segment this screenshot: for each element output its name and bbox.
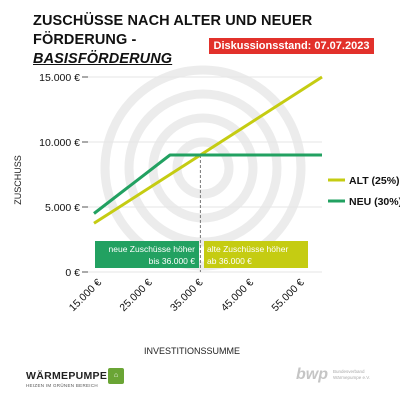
annotations: neue Zuschüsse höher bis 36.000 € alte Zus… <box>95 241 308 268</box>
x-tick-label-0: 15.000 € <box>67 277 104 314</box>
x-tick-label-1: 25.000 € <box>117 277 154 314</box>
bg-ring-3 <box>148 113 258 223</box>
grid-lines <box>88 76 322 273</box>
bg-ring-2 <box>124 89 282 247</box>
series-lines <box>93 75 323 225</box>
legend: ALT (25%) NEU (30%) <box>328 175 400 208</box>
logo-sub-text: HEIZEN IM GRÜNEN BEREICH <box>26 383 98 388</box>
x-axis-ticks: 15.000 € 25.000 € 35.000 € 45.000 € 55.000 € <box>67 277 307 314</box>
series-line-0 <box>93 75 323 225</box>
logo-main-text: WÄRMEPUMPE <box>26 370 108 382</box>
background-rings <box>100 65 306 271</box>
y-axis-ticks: 0 € 5.000 € 10.000 € 15.000 € <box>39 72 88 279</box>
annotation-line2-1: ab 36.000 € <box>207 256 252 266</box>
bwp-logo: bwp Bundesverband Wärmepumpe e.V. <box>296 366 382 388</box>
y-axis-label: ZUSCHUSS <box>13 155 23 205</box>
waermepumpe-logo: WÄRMEPUMPE HEIZEN IM GRÜNEN BEREICH ⌂ <box>26 368 124 388</box>
chart-title: ZUSCHÜSSE NACH ALTER UND NEUER FÖRDERUNG… <box>33 12 400 69</box>
y-tick-label-1: 5.000 € <box>45 202 80 214</box>
annotation-box-0 <box>95 241 199 268</box>
annotation-line1-1: alte Zuschüsse höher <box>207 244 288 254</box>
status-badge: Diskussionsstand: 07.07.2023 <box>209 38 374 54</box>
annotation-box-1 <box>204 241 308 268</box>
house-icon: ⌂ <box>108 368 124 384</box>
bwp-main-text: bwp <box>296 366 328 383</box>
legend-label-0: ALT (25%) <box>349 175 400 187</box>
bg-ring-1 <box>100 65 306 271</box>
bg-ring-4 <box>172 137 234 199</box>
y-tick-label-3: 15.000 € <box>39 72 80 84</box>
y-tick-label-2: 10.000 € <box>39 137 80 149</box>
x-tick-label-4: 55.000 € <box>269 277 306 314</box>
title-line-1: ZUSCHÜSSE NACH ALTER UND NEUER FÖRDERUNG… <box>33 13 313 48</box>
legend-label-1: NEU (30%) <box>349 196 400 208</box>
series-line-1 <box>93 153 322 215</box>
annotation-line2-0: bis 36.000 € <box>149 256 196 266</box>
annotation-line1-0: neue Zuschüsse höher <box>109 244 196 254</box>
bwp-sub-text: Bundesverband Wärmepumpe e.V. <box>333 369 371 380</box>
x-axis-label: INVESTITIONSSUMME <box>144 346 240 356</box>
title-line-2: BASISFÖRDERUNG <box>33 51 173 67</box>
x-tick-label-2: 35.000 € <box>168 277 205 314</box>
x-tick-label-3: 45.000 € <box>219 277 256 314</box>
y-tick-label-0: 0 € <box>65 267 80 279</box>
